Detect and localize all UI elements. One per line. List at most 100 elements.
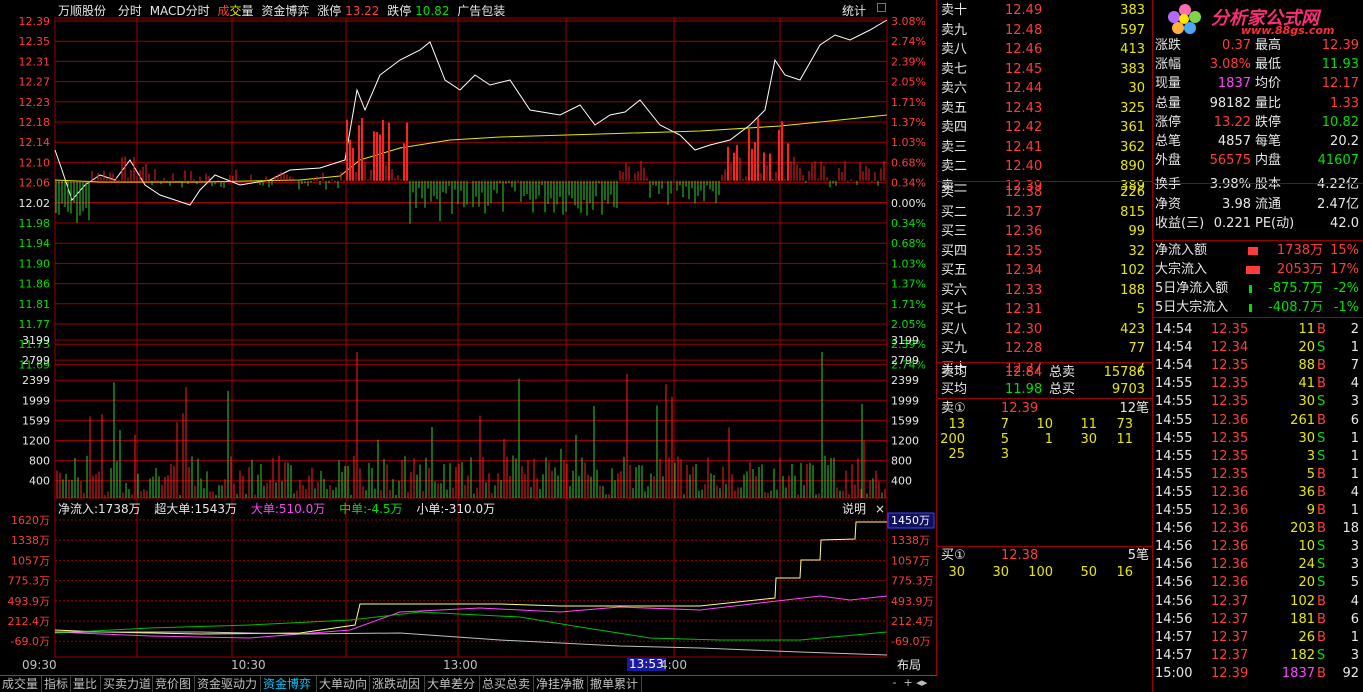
tab-0[interactable]: 成交量 (0, 676, 42, 692)
tick-row[interactable]: 14:56 12.36 10 S 3 (1153, 537, 1363, 556)
quote-row[interactable]: 涨跌 0.37 最高 12.39 (1153, 36, 1363, 55)
buy-level[interactable]: 买八 12.30 423 (937, 320, 1153, 339)
tab-1[interactable]: 指标 (42, 676, 71, 692)
tick-row[interactable]: 14:54 12.35 88 B 7 (1153, 356, 1363, 375)
tab-vol-1[interactable]: 成 (217, 4, 230, 18)
quote-separator (1153, 240, 1363, 241)
ad-link[interactable]: 广告包装 (457, 4, 506, 18)
explain-button[interactable]: 说明 (842, 502, 867, 516)
tab-zjbo[interactable]: 资金博弈 (261, 4, 310, 18)
sell-level[interactable]: 卖八 12.46 413 (937, 40, 1153, 59)
sell1-queue-row[interactable]: 13 7 10 11 73 (937, 415, 1153, 434)
buy1-queue-row[interactable]: 30 30 100 50 16 (937, 563, 1153, 582)
tab-5[interactable]: 资金驱动力 (195, 676, 261, 692)
logo-banner[interactable]: 分析家公式网 www.88gs.com (1153, 0, 1363, 37)
maximize-icon[interactable] (877, 3, 886, 12)
buy-level[interactable]: 买九 12.28 77 (937, 339, 1153, 358)
tab-12[interactable]: 撤单累计 (588, 676, 642, 692)
tick-row[interactable]: 14:55 12.35 30 S 1 (1153, 429, 1363, 448)
tab-8[interactable]: 涨跌动因 (370, 676, 425, 692)
layout-button[interactable]: 布局 (897, 658, 922, 672)
right-arrow-icon[interactable]: ▸ (921, 676, 928, 689)
tick-row[interactable]: 14:56 12.36 24 S 3 (1153, 555, 1363, 574)
tab-11[interactable]: 净挂净撤 (534, 676, 588, 692)
quote-row[interactable]: 外盘 56575 内盘 41607 (1153, 151, 1363, 170)
stats-button[interactable]: 统计 (842, 4, 867, 18)
close-icon[interactable]: × (875, 502, 886, 516)
tick-row[interactable]: 14:55 12.35 30 S 3 (1153, 392, 1363, 411)
sell-level[interactable]: 卖四 12.42 361 (937, 118, 1153, 137)
tick-row[interactable]: 14:54 12.34 20 S 1 (1153, 338, 1363, 357)
tab-9[interactable]: 大单差分 (425, 676, 480, 692)
level-volume: 413 (1120, 42, 1145, 57)
sell-level[interactable]: 卖七 12.45 383 (937, 60, 1153, 79)
tab-10[interactable]: 总买总卖 (480, 676, 534, 692)
tick-row[interactable]: 14:55 12.35 3 S 1 (1153, 447, 1363, 466)
quote-row[interactable]: 净资 3.98 流通 2.47亿 (1153, 195, 1363, 214)
chart-header: 万顺股份 分时 MACD分时 成交量 资金博弈 涨停 13.22 跌停 10.8… (58, 5, 505, 18)
tab-macd[interactable]: MACD分时 (149, 4, 210, 18)
quote-row[interactable]: 总笔 4857 每笔 20.2 (1153, 132, 1363, 151)
tick-row[interactable]: 14:57 12.37 182 S 3 (1153, 646, 1363, 665)
tick-row[interactable]: 14:55 12.36 9 B 1 (1153, 501, 1363, 520)
buy-level[interactable]: 买三 12.36 99 (937, 222, 1153, 241)
fund-flow-row[interactable]: 大宗流入 2053万 17% (1153, 260, 1363, 279)
buy-level[interactable]: 买二 12.37 815 (937, 203, 1153, 222)
tick-row[interactable]: 14:56 12.36 203 B 18 (1153, 519, 1363, 538)
tick-row[interactable]: 14:55 12.35 41 B 4 (1153, 374, 1363, 393)
sell-level[interactable]: 卖三 12.41 362 (937, 138, 1153, 157)
sell-level[interactable]: 卖九 12.48 597 (937, 21, 1153, 40)
quote-row[interactable]: 现量 1837 均价 12.17 (1153, 74, 1363, 93)
tick-row[interactable]: 14:56 12.37 102 B 4 (1153, 592, 1363, 611)
left-arrow-icon[interactable]: ◂ (916, 676, 922, 689)
tab-7[interactable]: 大单动向 (317, 676, 370, 692)
net-inflow: 净流入:1738万 (58, 502, 141, 516)
sell-level[interactable]: 卖五 12.43 325 (937, 99, 1153, 118)
minus-icon[interactable]: - (889, 676, 900, 689)
avg-row[interactable]: 买均 11.98 总买 9703 (937, 380, 1153, 399)
tab-6[interactable]: 资金博弈 (261, 676, 317, 692)
buy1-queue-header[interactable]: 买① 12.38 5笔 (937, 546, 1153, 565)
buy-level[interactable]: 买五 12.34 102 (937, 261, 1153, 280)
tick-row[interactable]: 14:55 12.36 261 B 6 (1153, 411, 1363, 430)
fund-flow-row[interactable]: 净流入额 1738万 15% (1153, 241, 1363, 260)
tick-row[interactable]: 14:56 12.37 181 B 6 (1153, 610, 1363, 629)
tick-time: 14:55 (1155, 412, 1193, 428)
fund-flow-row[interactable]: 5日大宗流入 -408.7万 -1% (1153, 298, 1363, 317)
sell1-queue-header[interactable]: 卖① 12.39 12笔 (937, 399, 1153, 418)
tab-4[interactable]: 竞价图 (153, 676, 195, 692)
avg-row[interactable]: 卖均 12.84 总卖 15786 (937, 363, 1153, 382)
tab-scroll-controls[interactable]: - + ◂▸ (889, 676, 937, 691)
plus-icon[interactable]: + (899, 676, 917, 689)
tab-3[interactable]: 买卖力道 (103, 676, 153, 692)
fund-flow-row[interactable]: 5日净流入额 -875.7万 -2% (1153, 279, 1363, 298)
quote-row[interactable]: 涨停 13.22 跌停 10.82 (1153, 113, 1363, 132)
tick-row[interactable]: 15:00 12.39 1837 B 92 (1153, 664, 1363, 683)
buy-level[interactable]: 买七 12.31 5 (937, 300, 1153, 319)
sell-level[interactable]: 卖二 12.40 890 (937, 157, 1153, 176)
quote-row[interactable]: 总量 98182 量比 1.33 (1153, 94, 1363, 113)
buy-level[interactable]: 买六 12.33 188 (937, 281, 1153, 300)
intraday-chart-area[interactable]: 12.39 3.08% 12.35 2.74% 12.31 2.39% 12.27 2.05%… (0, 0, 937, 692)
quote-row[interactable]: 涨幅 3.08% 最低 11.93 (1153, 55, 1363, 74)
tick-row[interactable]: 14:57 12.37 26 B 1 (1153, 628, 1363, 647)
tab-2[interactable]: 量比 (71, 676, 101, 692)
buy-level[interactable]: 买一 12.38 226 (937, 183, 1153, 202)
buy-level[interactable]: 买四 12.35 32 (937, 242, 1153, 261)
tab-fenshi[interactable]: 分时 (117, 4, 142, 18)
intraday-chart[interactable]: 12.39 3.08% 12.35 2.74% 12.31 2.39% 12.27 2.05%… (0, 0, 937, 692)
sell-level[interactable]: 卖六 12.44 30 (937, 79, 1153, 98)
buy-level[interactable]: 买十 12.27 7 (937, 359, 1153, 378)
tick-row[interactable]: 14:55 12.35 5 B 1 (1153, 465, 1363, 484)
tab-vol-3[interactable]: 量 (241, 4, 254, 18)
tab-vol-2[interactable]: 交 (229, 4, 242, 18)
sell-level[interactable]: 卖一 12.39 389 (937, 177, 1153, 196)
tick-row[interactable]: 14:56 12.36 20 S 5 (1153, 573, 1363, 592)
tick-row[interactable]: 14:54 12.35 11 B 2 (1153, 320, 1363, 339)
quote-row[interactable]: 换手 3.98% 股本 4.22亿 (1153, 175, 1363, 194)
tick-row[interactable]: 14:55 12.36 36 B 4 (1153, 483, 1363, 502)
quote-row[interactable]: 收益(三) 0.221 PE(动) 42.0 (1153, 214, 1363, 233)
sell-level[interactable]: 卖十 12.49 383 (937, 1, 1153, 20)
sell1-queue-row[interactable]: 200 5 1 30 11 (937, 430, 1153, 449)
sell1-queue-row[interactable]: 25 3 (937, 445, 1153, 464)
